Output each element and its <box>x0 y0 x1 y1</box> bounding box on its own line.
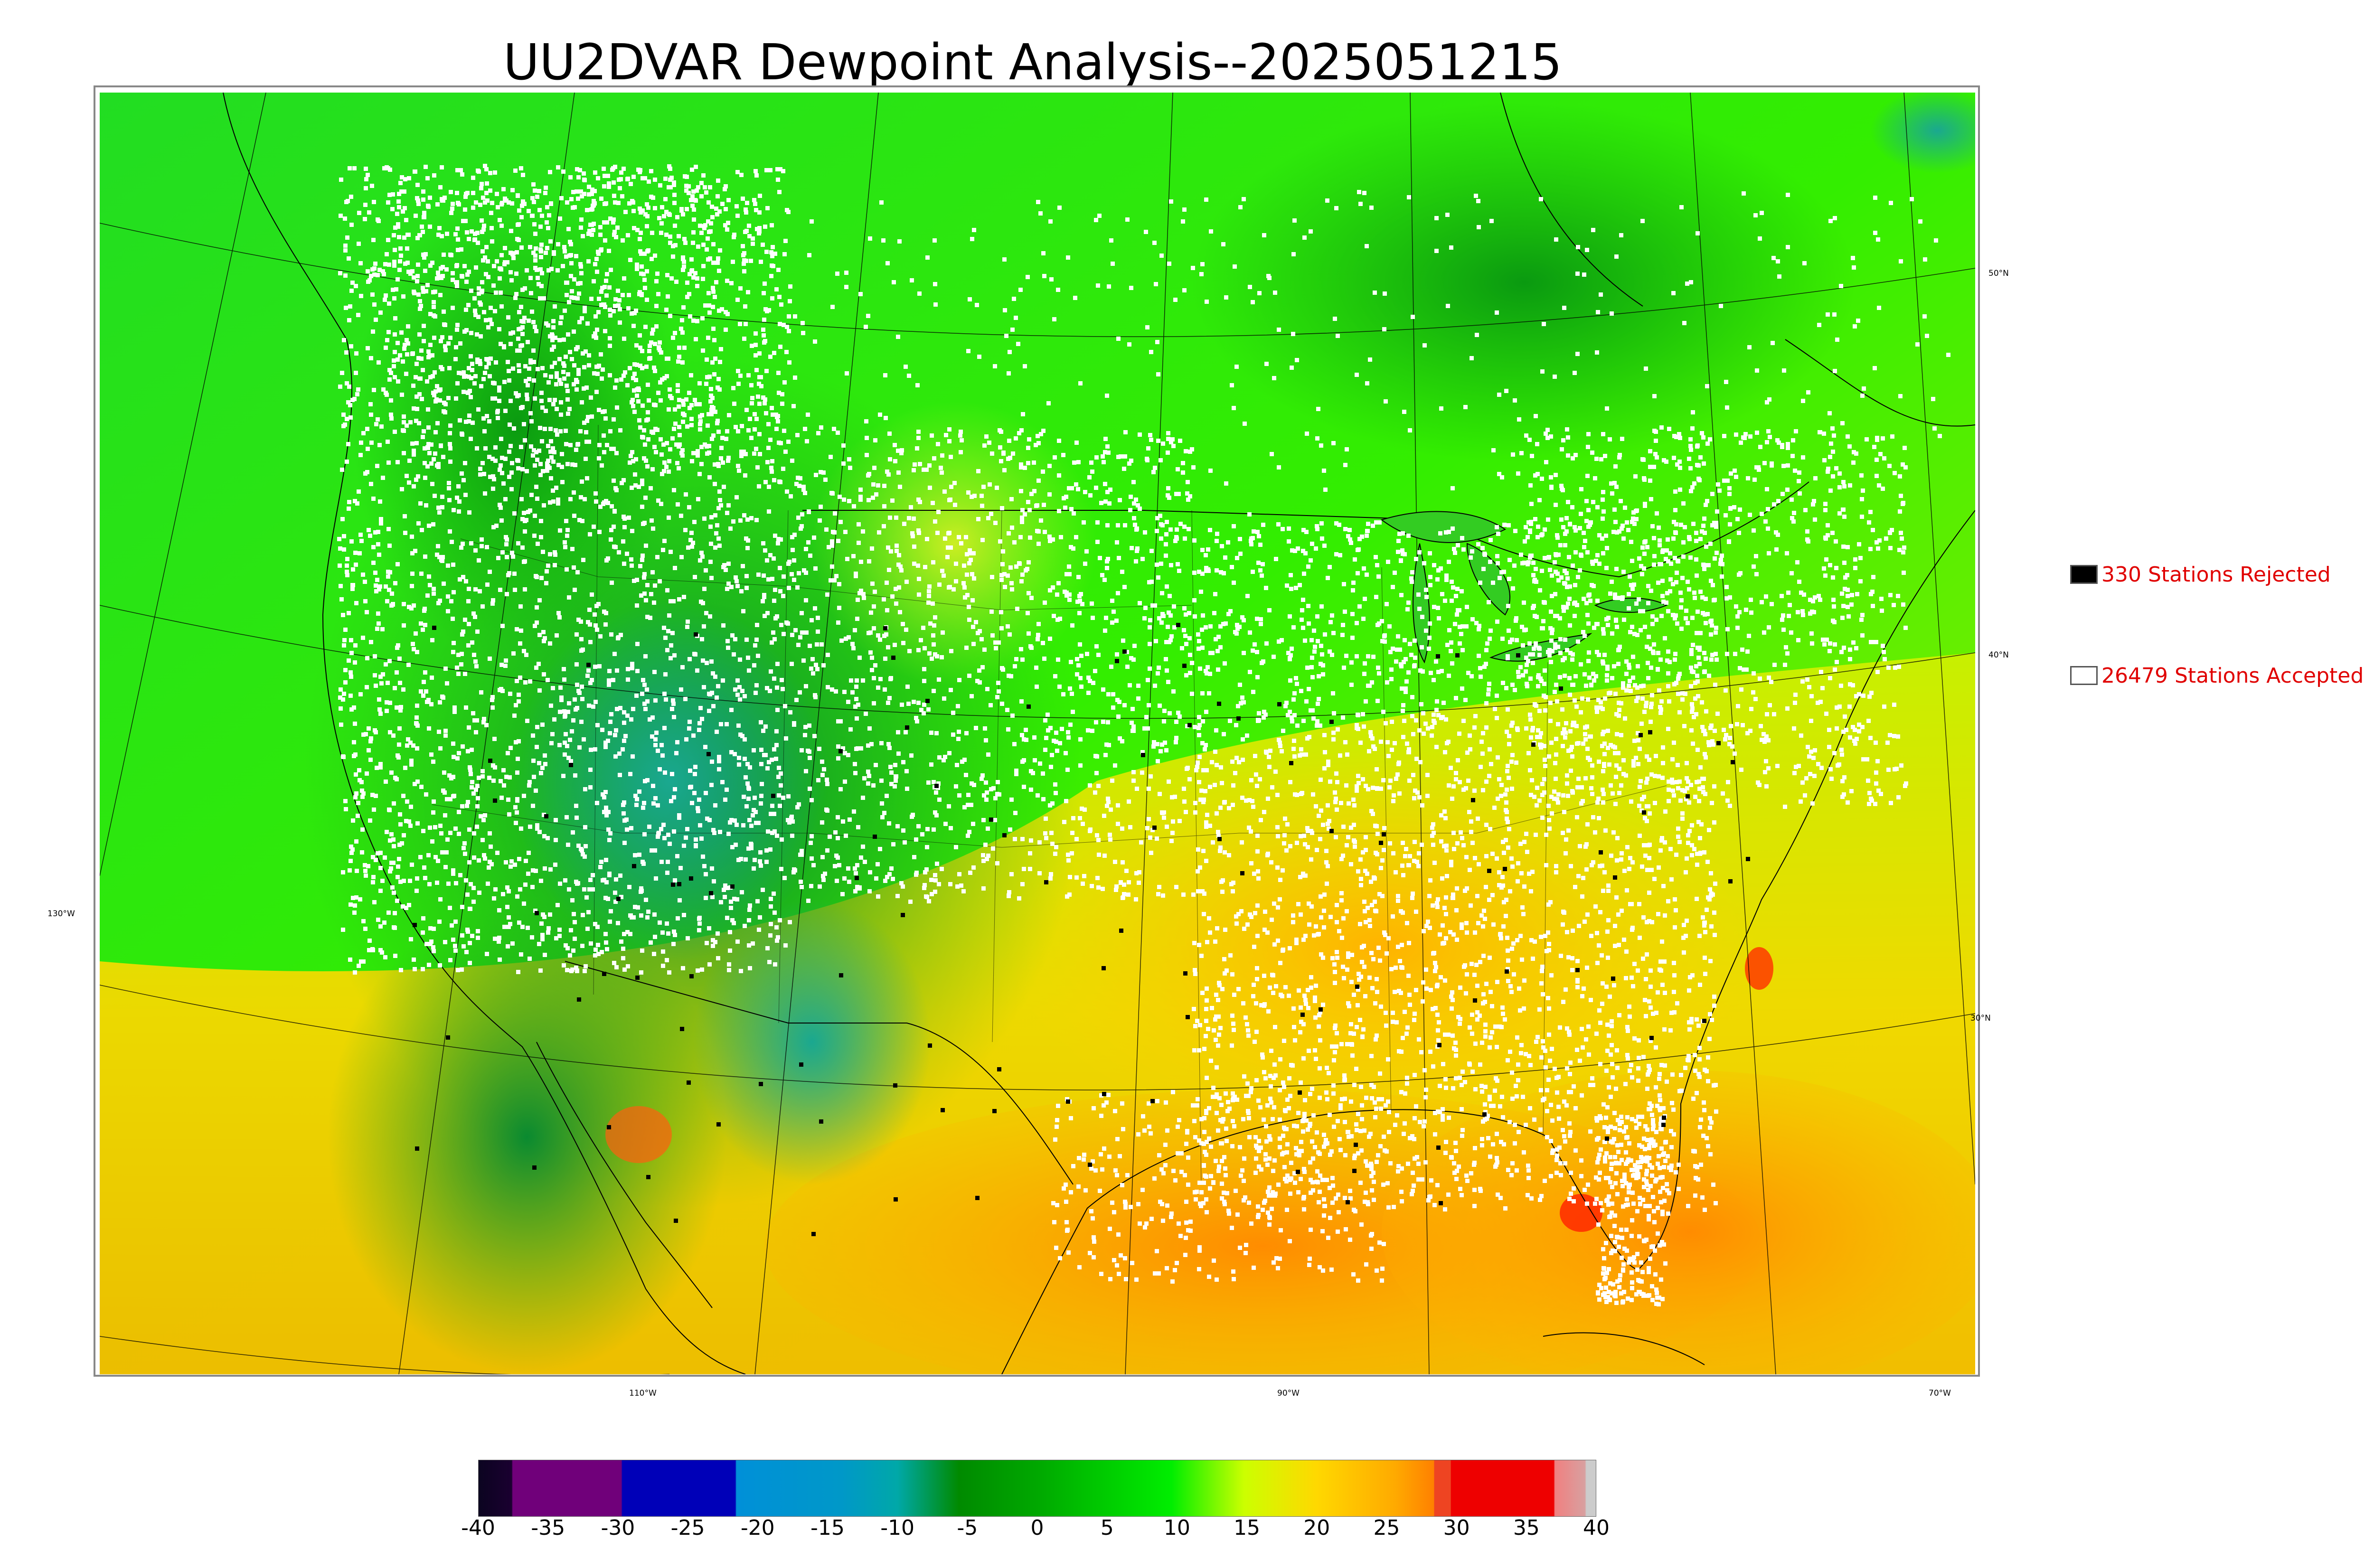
colorbar-tick-label: 25 <box>1373 1516 1400 1540</box>
southwest-teal-field <box>693 900 931 1184</box>
colorbar-tick-label: -30 <box>601 1516 635 1540</box>
carolina-hot-spot <box>1745 947 1773 990</box>
meridian-80w <box>1690 93 1776 1374</box>
lake-huron <box>1466 543 1510 616</box>
colorbar-tick-label: 10 <box>1163 1516 1190 1540</box>
meridian-120w <box>398 93 575 1374</box>
rejected-station-markers <box>413 623 1750 1236</box>
meridian-100w <box>1125 93 1173 1374</box>
colorbar-tick-label: 0 <box>1030 1516 1044 1540</box>
graticule <box>100 93 1975 1374</box>
legend-accepted-swatch <box>2070 666 2098 685</box>
meridian-110w <box>754 93 879 1374</box>
colorbar-tick-label: -20 <box>740 1516 775 1540</box>
lon-label-70w: 70°W <box>1929 1389 1951 1398</box>
colorbar-tick-label: 30 <box>1443 1516 1470 1540</box>
bc-dry-field <box>351 188 684 662</box>
colorbar-tick-label: -10 <box>880 1516 915 1540</box>
florida-hot-spot <box>1560 1194 1602 1232</box>
baja-warm-spot <box>605 1106 672 1163</box>
northeast-teal-field <box>1871 93 1975 173</box>
colorbar-tick-label: -40 <box>461 1516 495 1540</box>
atlantic-moisture-field <box>1382 1070 1975 1374</box>
legend-rejected-label: 330 Stations Rejected <box>2101 562 2331 587</box>
pacific-coastline <box>223 93 746 1374</box>
legend-accepted: 26479 Stations Accepted <box>2070 661 2364 690</box>
colorbar-tick-label: 20 <box>1303 1516 1330 1540</box>
colorbar-tick-label: -5 <box>957 1516 978 1540</box>
parallel-40n <box>100 605 1975 719</box>
colorbar-tick-label: 40 <box>1583 1516 1610 1540</box>
parallel-50n <box>100 223 1975 337</box>
lat-label-40n: 40°N <box>1988 650 2009 660</box>
lon-label-130w: 130°W <box>47 909 75 919</box>
us-mexico-border <box>565 961 1074 1185</box>
baja-inner-coast <box>536 1042 713 1308</box>
mexico-plateau-field <box>328 900 726 1374</box>
great-basin-teal-field <box>513 601 826 961</box>
lat-label-30n: 30°N <box>1970 1014 1991 1023</box>
parallel-30n <box>100 985 1975 1090</box>
dewpoint-map[interactable] <box>100 93 1975 1374</box>
legend-rejected: 330 Stations Rejected <box>2070 560 2331 589</box>
great-lakes-border <box>1438 481 1809 578</box>
ontario-dry-field <box>1192 102 1856 463</box>
legend-accepted-label: 26479 Stations Accepted <box>2101 663 2364 688</box>
cuba-coast <box>1543 1332 1705 1365</box>
legend-rejected-swatch <box>2070 565 2098 584</box>
southeast-moisture-field <box>1002 748 1762 1146</box>
page-title: UU2DVAR Dewpoint Analysis--2025051215 <box>503 33 1563 91</box>
meridian-70w <box>1903 93 1975 1185</box>
lat-label-50n: 50°N <box>1988 269 2009 278</box>
colorbar-tick-label: -15 <box>810 1516 845 1540</box>
parallel-20n <box>100 1336 669 1374</box>
colorbar-tick-label: 15 <box>1234 1516 1261 1540</box>
colorbar-tick-label: -25 <box>670 1516 705 1540</box>
st-lawrence-coast <box>1785 339 1975 427</box>
lake-superior <box>1380 511 1506 543</box>
accepted-station-markers <box>337 164 1950 1306</box>
colorbar-tick-label: -35 <box>531 1516 565 1540</box>
hudson-bay-coast <box>1500 93 1643 307</box>
lon-label-110w: 110°W <box>629 1389 657 1398</box>
meridian-130w <box>100 93 266 876</box>
colorbar-tick-label: 35 <box>1513 1516 1540 1540</box>
colorbar-tick-label: 5 <box>1100 1516 1114 1540</box>
lon-label-90w: 90°W <box>1277 1389 1300 1398</box>
colorbar-fill <box>478 1460 1596 1517</box>
us-canada-border <box>802 510 1439 520</box>
colorbar <box>478 1460 1596 1517</box>
